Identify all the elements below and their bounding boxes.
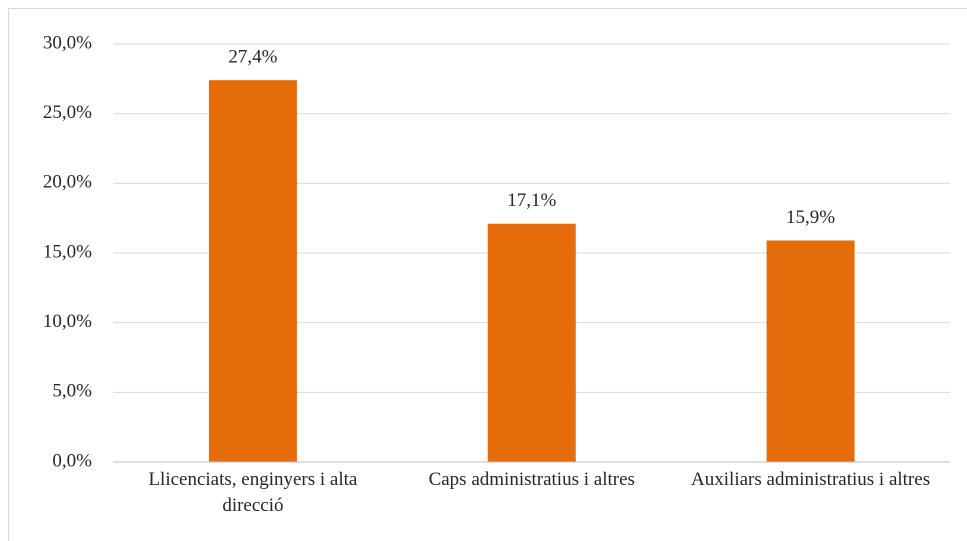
y-tick-label: 25,0% [43, 102, 92, 123]
bar [487, 223, 576, 462]
bar [208, 80, 297, 462]
y-tick-label: 10,0% [43, 311, 92, 332]
x-tick-label: Llicenciats, enginyers i alta direcció [148, 469, 358, 516]
y-tick-label: 15,0% [43, 241, 92, 262]
chart-border [8, 8, 967, 541]
y-tick-label: 5,0% [52, 381, 92, 402]
x-tick-label: Caps administratius i altres [428, 469, 635, 490]
bar [766, 240, 855, 462]
x-tick-label: Auxiliars administratius i altres [691, 469, 931, 490]
data-label: 15,9% [786, 207, 835, 228]
y-tick-label: 20,0% [43, 172, 92, 193]
y-tick-label: 30,0% [43, 32, 92, 53]
y-tick-label: 0,0% [52, 450, 92, 471]
data-label: 17,1% [507, 190, 556, 211]
data-label: 27,4% [228, 47, 277, 68]
